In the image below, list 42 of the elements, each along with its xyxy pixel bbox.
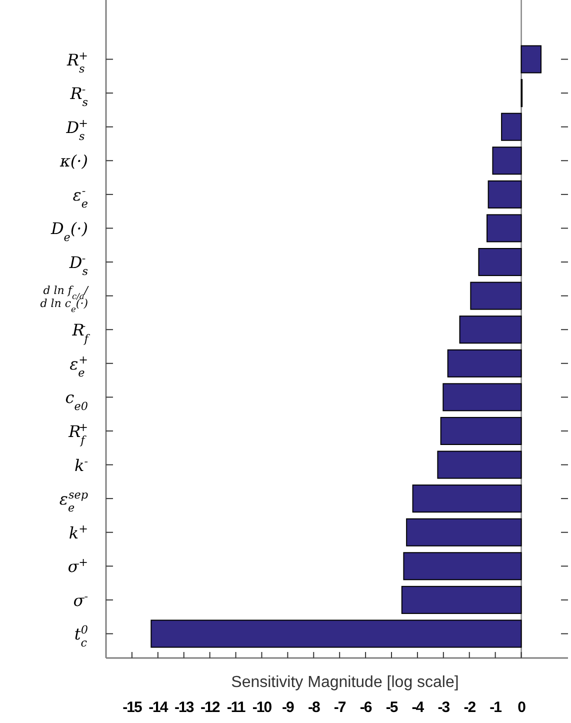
x-tick-label: -2	[464, 699, 476, 716]
bar	[406, 518, 522, 546]
x-tick-label: -14	[148, 699, 169, 716]
bar	[486, 214, 522, 242]
x-tick-label: -7	[334, 699, 346, 716]
x-tick-label: -10	[252, 699, 272, 716]
x-tick-label: -11	[226, 699, 246, 716]
y-tick-label: κ(·)	[58, 152, 88, 171]
bar	[492, 146, 522, 175]
x-tick-label: -5	[386, 699, 398, 716]
y-tick-label: σ$^{-}$	[73, 589, 88, 610]
x-tick-label: 0	[518, 699, 526, 716]
x-axis-title: Sensitivity Magnitude [log scale]	[231, 674, 459, 691]
x-tick-label: -13	[174, 699, 194, 716]
category-label: d ln f$_{c/a}$/d ln c$_{e}$(·)	[40, 284, 88, 314]
x-tick-label: -15	[122, 699, 142, 716]
x-tick-label: -4	[412, 699, 425, 716]
x-tick-label: -9	[282, 699, 294, 716]
x-tick-label: -6	[360, 699, 372, 716]
x-tick-label: -3	[438, 699, 450, 716]
bar	[501, 112, 522, 141]
bar	[412, 484, 522, 513]
x-tick-label: -12	[200, 699, 220, 716]
y-tick-label: k$^{-}$	[74, 454, 88, 475]
bar	[470, 282, 522, 310]
bar	[520, 45, 542, 74]
bar	[150, 620, 522, 648]
bar	[478, 248, 522, 276]
bar	[403, 552, 522, 580]
bar	[447, 349, 522, 378]
x-tick-label: -1	[490, 699, 502, 716]
bar	[401, 586, 522, 614]
y-tick-label: k$^{+}$	[68, 522, 88, 542]
bar	[442, 383, 522, 412]
bar	[440, 416, 522, 445]
y-tick-label: σ$^{+}$	[68, 556, 88, 576]
bar	[488, 180, 522, 208]
bar	[437, 450, 522, 479]
bar	[459, 316, 522, 344]
y-tick-label: D$_{e}$(·)	[50, 219, 88, 244]
x-tick-label: -8	[308, 699, 320, 716]
y-tick-label: c$_{e0}$	[65, 388, 88, 413]
